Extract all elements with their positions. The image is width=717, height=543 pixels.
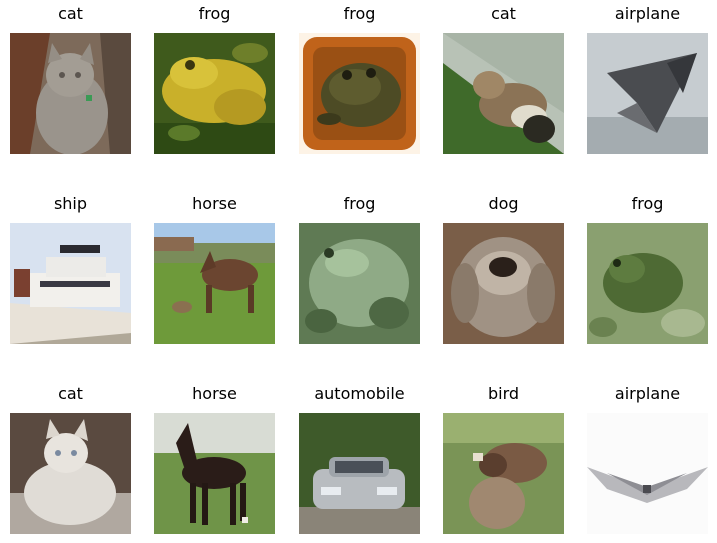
pekingese-dog-photo-icon	[443, 223, 564, 344]
image-label: bird	[487, 384, 520, 403]
image-label: frog	[343, 194, 376, 213]
gray-cat-photo-icon	[10, 33, 131, 154]
image-label: frog	[198, 4, 231, 23]
image-label: airplane	[614, 384, 681, 403]
frog-on-leaves-photo-icon	[587, 223, 708, 344]
image-label: frog	[343, 4, 376, 23]
brown-frog-photo-icon	[299, 33, 420, 154]
stealth-jet-photo-icon	[587, 33, 708, 154]
white-cat-photo-icon	[10, 413, 131, 534]
image-label: airplane	[614, 4, 681, 23]
cat-lying-on-grass-photo-icon	[443, 33, 564, 154]
image-label: cat	[58, 4, 83, 23]
image-label: automobile	[314, 384, 405, 403]
image-label: cat	[491, 4, 516, 23]
image-label: frog	[631, 194, 664, 213]
boat-photo-icon	[10, 223, 131, 344]
image-label: dog	[488, 194, 519, 213]
image-label: ship	[53, 194, 88, 213]
white-plane-photo-icon	[587, 413, 708, 534]
yellow-frog-photo-icon	[154, 33, 275, 154]
bird-photo-icon	[443, 413, 564, 534]
brown-horse-in-field-photo-icon	[154, 223, 275, 344]
image-label: cat	[58, 384, 83, 403]
silver-car-photo-icon	[299, 413, 420, 534]
image-label: horse	[192, 384, 237, 403]
image-label: horse	[192, 194, 237, 213]
dark-horse-photo-icon	[154, 413, 275, 534]
green-frog-photo-icon	[299, 223, 420, 344]
